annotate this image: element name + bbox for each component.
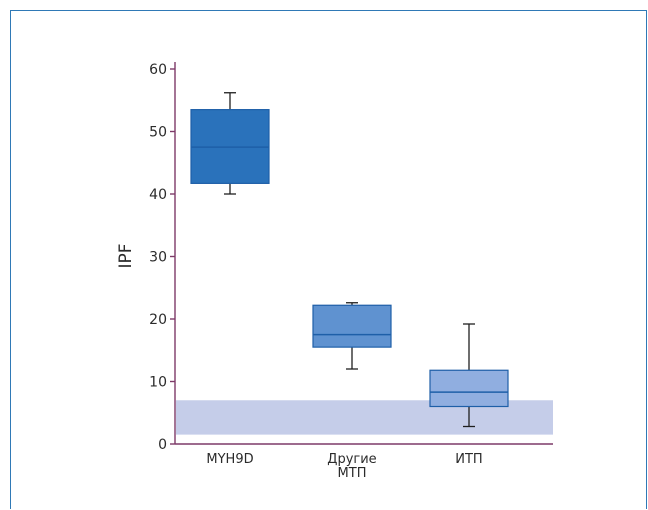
y-tick-label: 50: [149, 125, 167, 141]
y-tick-label: 30: [149, 250, 167, 266]
y-tick-label: 0: [158, 437, 167, 453]
y-tick-label: 20: [149, 312, 167, 328]
category-label: МТП: [338, 466, 367, 481]
category-label: MYH9D: [206, 452, 253, 467]
y-tick-label: 40: [149, 187, 167, 203]
y-tick-label: 10: [149, 375, 167, 391]
category-label: Другие: [327, 452, 376, 467]
y-axis-title: IPF: [116, 243, 136, 268]
box: [429, 369, 509, 408]
category-label: ИТП: [455, 452, 482, 467]
chart-frame: [10, 10, 647, 509]
y-tick-label: 60: [149, 62, 167, 78]
box: [312, 304, 392, 348]
